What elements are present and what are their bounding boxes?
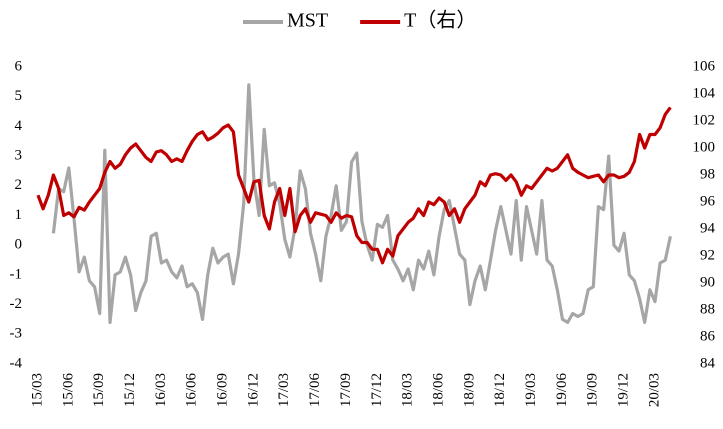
y-tick-label: -1 bbox=[10, 266, 23, 282]
x-tick-label: 19/06 bbox=[554, 373, 570, 408]
y-tick-label: 3 bbox=[15, 148, 23, 164]
x-tick-label: 18/12 bbox=[492, 373, 508, 407]
y2-tick-label: 94 bbox=[700, 220, 716, 236]
x-tick-label: 15/09 bbox=[91, 373, 107, 407]
y-tick-label: 5 bbox=[15, 88, 23, 104]
x-tick-label: 18/09 bbox=[461, 373, 477, 407]
y-tick-label: 0 bbox=[15, 237, 23, 253]
y-tick-label: -2 bbox=[10, 296, 23, 312]
y2-tick-label: 100 bbox=[693, 139, 716, 155]
x-tick-label: 17/06 bbox=[307, 373, 323, 408]
x-tick-label: 16/09 bbox=[215, 373, 231, 407]
x-tick-label: 16/03 bbox=[153, 373, 169, 407]
x-tick-label: 17/03 bbox=[276, 373, 292, 407]
series-line bbox=[51, 83, 672, 324]
x-tick-label: 19/03 bbox=[523, 373, 539, 407]
y-tick-label: 4 bbox=[15, 118, 23, 134]
y2-tick-label: 98 bbox=[700, 166, 715, 182]
x-tick-label: 20/03 bbox=[646, 373, 662, 407]
x-tick-label: 16/12 bbox=[245, 373, 261, 407]
y2-tick-label: 90 bbox=[700, 274, 715, 290]
y2-tick-label: 104 bbox=[693, 85, 716, 101]
legend-label: T（右） bbox=[404, 9, 476, 32]
y-tick-label: -3 bbox=[10, 326, 23, 342]
series-line bbox=[36, 106, 672, 265]
x-tick-label: 15/06 bbox=[60, 373, 76, 408]
y2-tick-label: 86 bbox=[700, 328, 716, 344]
y-tick-label: 6 bbox=[15, 58, 23, 74]
x-tick-label: 17/09 bbox=[338, 373, 354, 407]
x-tick-label: 15/03 bbox=[29, 373, 45, 407]
x-tick-label: 19/09 bbox=[585, 373, 601, 407]
y2-tick-label: 88 bbox=[700, 301, 715, 317]
x-tick-label: 18/03 bbox=[400, 373, 416, 407]
y-tick-label: 2 bbox=[15, 177, 23, 193]
y2-tick-label: 84 bbox=[700, 355, 716, 371]
y-tick-label: -4 bbox=[10, 355, 23, 371]
x-tick-label: 17/12 bbox=[369, 373, 385, 407]
x-tick-label: 19/12 bbox=[616, 373, 632, 407]
x-tick-label: 15/12 bbox=[122, 373, 138, 407]
y-tick-label: 1 bbox=[15, 207, 23, 223]
y2-tick-label: 96 bbox=[700, 193, 716, 209]
x-tick-label: 18/06 bbox=[430, 373, 446, 408]
y2-tick-label: 92 bbox=[700, 247, 715, 263]
legend-label: MST bbox=[287, 10, 328, 32]
y2-tick-label: 102 bbox=[693, 112, 716, 128]
y2-tick-label: 106 bbox=[693, 58, 716, 74]
x-tick-label: 16/06 bbox=[184, 373, 200, 408]
